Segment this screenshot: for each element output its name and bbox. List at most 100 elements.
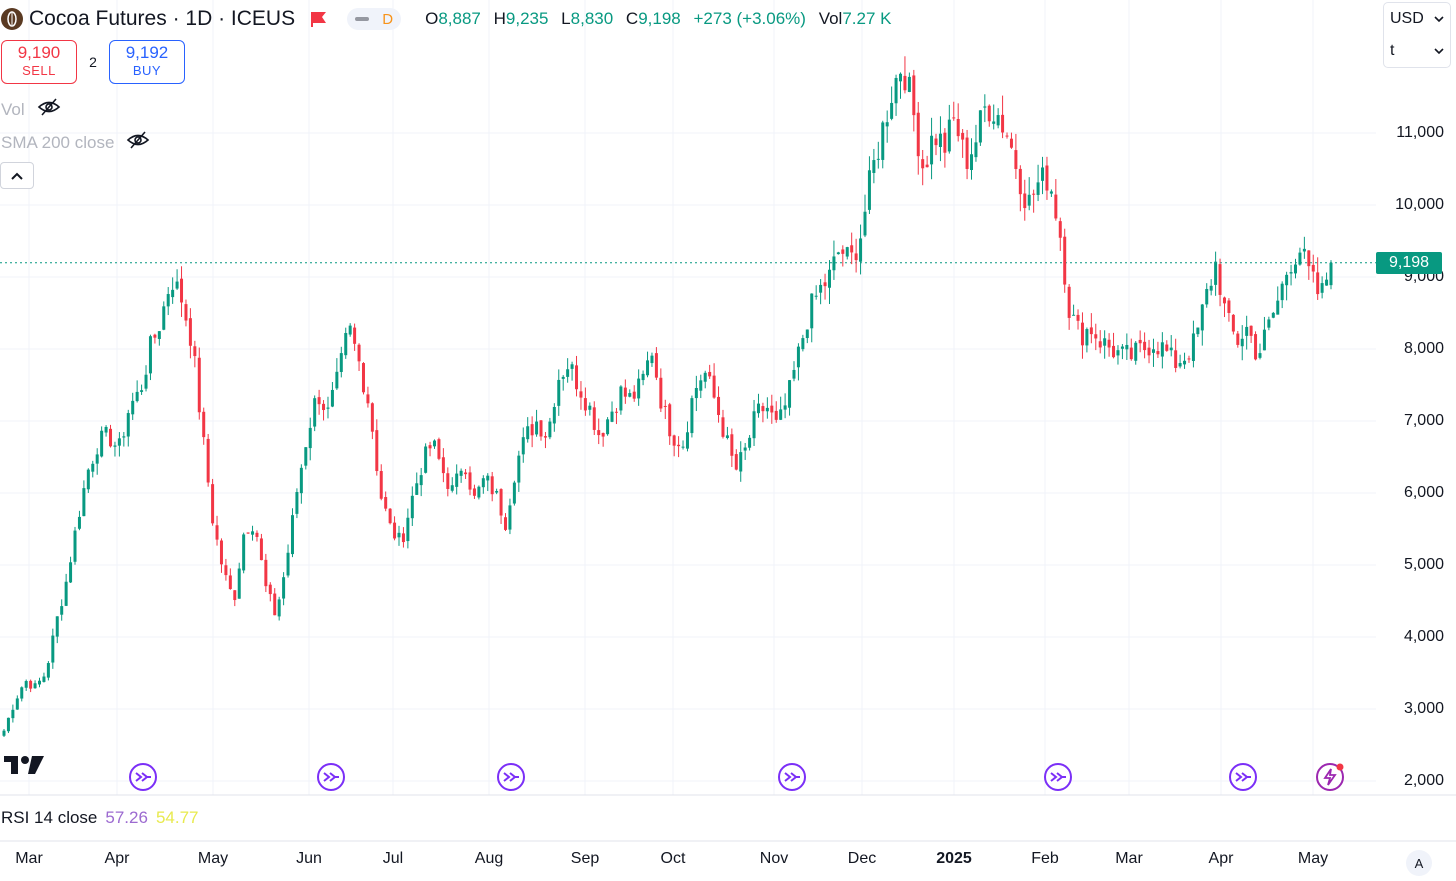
fast-forward-circle-icon[interactable] bbox=[496, 762, 526, 792]
candle-body bbox=[970, 154, 974, 170]
tradingview-logo-icon[interactable] bbox=[4, 754, 46, 781]
collapse-indicators-button[interactable] bbox=[0, 162, 34, 189]
candle bbox=[499, 488, 503, 524]
candle-body bbox=[353, 327, 357, 344]
fast-forward-circle-icon[interactable] bbox=[316, 762, 346, 792]
candle-body bbox=[242, 534, 246, 571]
candle bbox=[15, 695, 19, 710]
candle bbox=[219, 538, 223, 573]
candle-body bbox=[836, 252, 840, 255]
candle bbox=[1214, 251, 1218, 296]
candle bbox=[202, 407, 206, 445]
candle bbox=[819, 279, 823, 305]
lightning-circle-icon[interactable] bbox=[1315, 762, 1345, 792]
candle-body bbox=[1107, 339, 1111, 348]
symbol-title[interactable]: Cocoa Futures · 1D · ICEUS bbox=[29, 7, 296, 30]
candle-body bbox=[663, 405, 667, 407]
chart-header: Cocoa Futures · 1D · ICEUS D O8,887 H9,2… bbox=[0, 4, 899, 34]
candle-body bbox=[588, 405, 592, 410]
candle-body bbox=[899, 73, 903, 82]
candle bbox=[721, 409, 725, 439]
candle-body bbox=[703, 372, 707, 382]
buy-button[interactable]: 9,192 BUY bbox=[109, 40, 185, 84]
candle bbox=[1227, 298, 1231, 322]
candle bbox=[1160, 332, 1164, 369]
eye-off-icon[interactable] bbox=[37, 97, 61, 122]
candle-body bbox=[1054, 194, 1058, 219]
candle bbox=[748, 435, 752, 451]
sell-button[interactable]: 9,190 SELL bbox=[1, 40, 77, 84]
candle-body bbox=[459, 470, 463, 476]
candle bbox=[459, 468, 463, 483]
candle-body bbox=[251, 531, 255, 535]
candle-body bbox=[779, 409, 783, 420]
time-tick: Jul bbox=[382, 850, 404, 867]
chevron-down-icon bbox=[1434, 16, 1444, 23]
candle bbox=[916, 101, 920, 175]
unit-row[interactable]: t bbox=[1384, 35, 1450, 67]
fast-forward-circle-icon[interactable] bbox=[1043, 762, 1073, 792]
currency-selector[interactable]: USD t bbox=[1383, 2, 1451, 68]
candle-body bbox=[171, 289, 175, 298]
candle bbox=[952, 101, 956, 121]
candle-body bbox=[504, 517, 508, 530]
candle-body bbox=[1151, 349, 1155, 353]
fast-forward-circle-icon[interactable] bbox=[777, 762, 807, 792]
candle-body bbox=[1067, 286, 1071, 318]
flag-icon[interactable] bbox=[309, 9, 329, 29]
candle-body bbox=[690, 398, 694, 434]
candle-body bbox=[326, 407, 330, 409]
candle-body bbox=[1094, 334, 1098, 339]
currency-row[interactable]: USD bbox=[1384, 3, 1450, 35]
candle bbox=[370, 402, 374, 440]
candle bbox=[548, 417, 552, 440]
candle-body bbox=[1245, 326, 1249, 336]
sell-price: 9,190 bbox=[17, 43, 61, 62]
candle-body bbox=[814, 295, 818, 297]
candle bbox=[1067, 284, 1071, 330]
candle bbox=[1138, 330, 1142, 353]
high-label: H bbox=[493, 9, 506, 28]
candle-body bbox=[153, 334, 157, 338]
eye-off-icon[interactable] bbox=[126, 130, 150, 155]
candle bbox=[521, 427, 525, 463]
candle bbox=[73, 526, 77, 565]
rsi-legend[interactable]: RSI 14 close 57.26 54.77 bbox=[1, 808, 198, 828]
candle-body bbox=[961, 132, 965, 140]
candle bbox=[956, 103, 960, 142]
candle bbox=[33, 680, 37, 689]
indicator-vol[interactable]: Vol bbox=[1, 97, 61, 122]
price-axis[interactable]: USD t 11,000 10,000 9,000 8,000 7,000 6,… bbox=[1370, 0, 1456, 795]
interval-badge[interactable]: D bbox=[347, 8, 402, 30]
candle-body bbox=[610, 411, 614, 422]
candle-body bbox=[193, 346, 197, 357]
candle bbox=[339, 346, 343, 378]
candle bbox=[557, 369, 561, 416]
candle bbox=[535, 409, 539, 437]
candle-body bbox=[140, 390, 144, 392]
candle bbox=[1316, 257, 1320, 300]
candle-body bbox=[495, 491, 499, 493]
candle-body bbox=[876, 158, 880, 160]
candle bbox=[1143, 332, 1147, 359]
fast-forward-circle-icon[interactable] bbox=[1228, 762, 1258, 792]
candle bbox=[472, 484, 476, 499]
candle-body bbox=[739, 452, 743, 472]
indicator-sma[interactable]: SMA 200 close bbox=[1, 130, 150, 155]
candle-body bbox=[1316, 272, 1320, 295]
candle-body bbox=[943, 132, 947, 153]
price-tick: 8,000 bbox=[1403, 340, 1444, 357]
fast-forward-circle-icon[interactable] bbox=[128, 762, 158, 792]
candle-body bbox=[322, 403, 326, 411]
candle-body bbox=[1027, 194, 1031, 206]
candle-body bbox=[410, 495, 414, 519]
candle-body bbox=[548, 421, 552, 438]
candle bbox=[330, 382, 334, 408]
candle-body bbox=[233, 590, 237, 601]
candle bbox=[575, 355, 579, 397]
candle-body bbox=[552, 407, 556, 424]
indicator-vol-label: Vol bbox=[1, 99, 25, 119]
auto-scale-button[interactable]: A bbox=[1406, 850, 1432, 876]
candle bbox=[38, 677, 42, 688]
